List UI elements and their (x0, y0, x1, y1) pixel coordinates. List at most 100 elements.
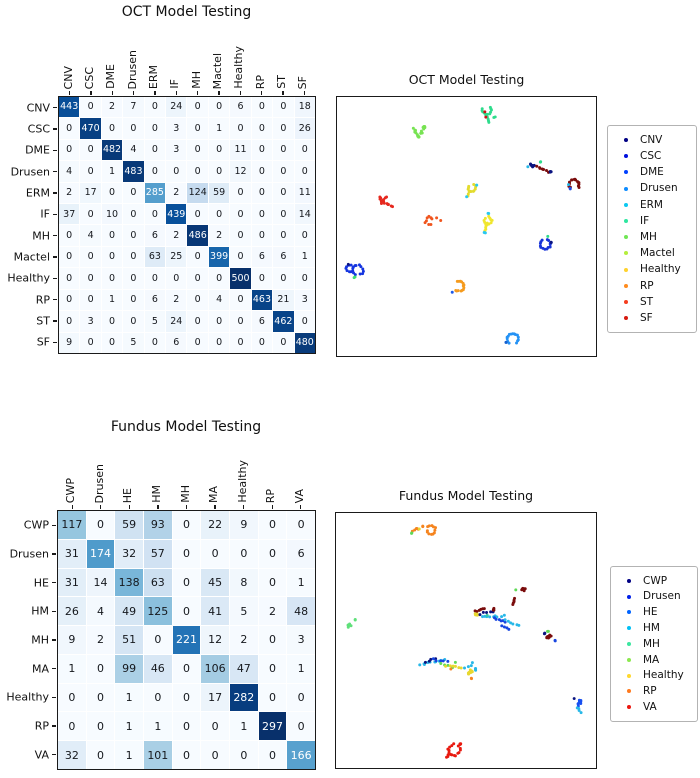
cluster-stroke (514, 588, 518, 592)
col-tick (185, 504, 188, 509)
cm-cell: 0 (143, 626, 172, 654)
cm-cell: 0 (251, 118, 273, 139)
col-label-HM: HM (149, 485, 163, 503)
cm-cell: 463 (251, 289, 273, 311)
row-tick (51, 582, 57, 584)
cluster-stroke (463, 661, 474, 670)
cm-cell: 0 (201, 539, 229, 568)
row-label-RP: RP (34, 719, 49, 733)
cluster-stroke (553, 638, 557, 643)
cm-cell: 221 (172, 626, 201, 654)
legend-entry-RP: RP (616, 278, 688, 294)
cm-cell: 31 (58, 568, 86, 597)
cm-cell: 0 (187, 161, 208, 182)
legend-entry-VA: VA (619, 699, 689, 715)
cm-cell: 0 (172, 741, 201, 769)
cm-cell: 8 (229, 568, 258, 597)
row-tick (51, 639, 57, 641)
cluster-stroke (486, 211, 491, 215)
cluster-stroke (473, 666, 478, 672)
cm-cell: 0 (172, 597, 201, 626)
row-tick (51, 696, 57, 698)
cm-cell: 0 (294, 161, 315, 182)
cm-cell: 6 (230, 97, 251, 118)
cm-cell: 125 (143, 597, 172, 626)
cm-cell: 0 (101, 182, 123, 204)
col-label-RP: RP (253, 74, 267, 89)
legend-entry-MA: MA (619, 652, 689, 668)
cm-cell: 500 (230, 268, 251, 289)
cm-cell: 1 (208, 118, 230, 139)
cm-cell: 0 (123, 246, 144, 268)
cm-cell: 0 (172, 511, 201, 539)
cm-cell: 6 (251, 246, 273, 268)
row-label-ST: ST (36, 314, 50, 328)
row-label-CWP: CWP (23, 518, 49, 532)
cm-cell: 4 (59, 161, 80, 182)
cm-cell: 0 (59, 118, 80, 139)
cm-cell: 101 (143, 741, 172, 769)
legend-marker-icon (624, 251, 628, 256)
legend-marker-icon (624, 219, 628, 224)
cluster-stroke (444, 664, 463, 670)
col-label-ST: ST (275, 75, 288, 89)
cluster-stroke (449, 667, 453, 671)
row-tick (52, 235, 58, 237)
cm-cell: 0 (251, 204, 273, 225)
cm-cell: 0 (208, 332, 230, 353)
cluster-stroke (439, 218, 443, 222)
cm-cell: 0 (273, 268, 294, 289)
cm-cell: 0 (258, 741, 287, 769)
cm-cell: 0 (58, 683, 86, 712)
legend-marker-icon (627, 705, 631, 710)
cm-cell: 0 (258, 539, 287, 568)
col-label-IF: IF (168, 79, 182, 89)
cm-cell: 3 (166, 118, 187, 139)
row-tick (51, 668, 57, 670)
cm-cell: 18 (294, 97, 315, 118)
cm-cell: 0 (59, 289, 80, 311)
cm-cell: 17 (80, 182, 101, 204)
cm-cell: 0 (273, 332, 294, 353)
cm-cell: 0 (208, 97, 230, 118)
cm-cell: 9 (229, 511, 258, 539)
legend-label: RP (640, 279, 654, 292)
legend-entry-CNV: CNV (616, 132, 688, 148)
cm-cell: 4 (123, 139, 144, 161)
legend-marker-icon (624, 283, 628, 288)
cm-cell: 0 (294, 139, 315, 161)
legend-entry-Drusen: Drusen (616, 181, 688, 197)
oct-scatter-canvas (344, 105, 581, 345)
row-label-Healthy: Healthy (7, 271, 50, 285)
col-label-HE: HE (121, 487, 135, 503)
row-label-Healthy: Healthy (6, 690, 49, 704)
col-label-DME: DME (104, 64, 118, 89)
legend-marker-icon (624, 170, 628, 175)
cluster-stroke (529, 162, 536, 169)
cm-cell: 26 (58, 597, 86, 626)
cm-cell: 0 (123, 289, 144, 311)
legend-entry-HE: HE (619, 605, 689, 621)
cluster-stroke (548, 170, 553, 174)
fundus-scatter-plot (335, 512, 597, 769)
col-tick (271, 504, 273, 509)
cluster-stroke (380, 195, 389, 203)
cm-cell: 0 (258, 511, 287, 539)
legend-label: Drusen (640, 182, 678, 195)
cm-cell: 0 (58, 712, 86, 741)
cm-cell: 0 (59, 139, 80, 161)
cluster-stroke (500, 624, 511, 631)
cm-cell: 0 (258, 683, 287, 712)
oct-confusion-matrix: 443 0 2 7 0 24 0 0 6 0 0 18 0 470 0 0 0 3 0 1 0 0 0 26 0 0 482 4 0 3 0… (7, 46, 316, 354)
cm-cell: 6 (144, 225, 166, 246)
cm-cell: 0 (251, 139, 273, 161)
oct-scatter-legend: CNV CSC DME Drusen ERM IF MH Mactel Healthy RP ST S… (607, 125, 697, 334)
cluster-stroke (410, 524, 425, 533)
cm-cell: 0 (208, 311, 230, 332)
cm-cell: 0 (273, 182, 294, 204)
cluster-stroke (423, 214, 434, 227)
cluster-stroke (417, 527, 421, 531)
cluster-stroke (465, 195, 469, 199)
cm-cell: 0 (80, 332, 101, 353)
cluster-stroke (458, 742, 463, 747)
